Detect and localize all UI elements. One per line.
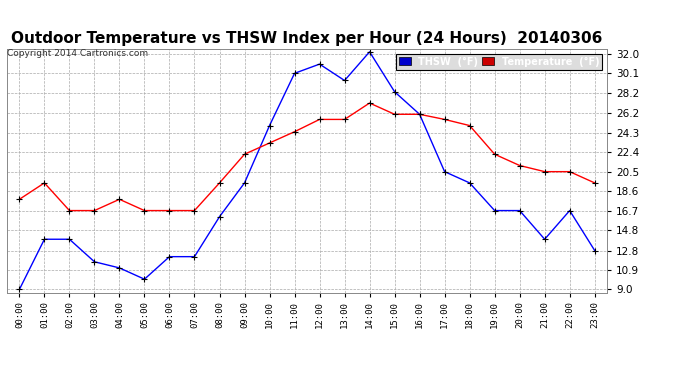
Title: Outdoor Temperature vs THSW Index per Hour (24 Hours)  20140306: Outdoor Temperature vs THSW Index per Ho… [11, 31, 603, 46]
Legend: THSW  (°F), Temperature  (°F): THSW (°F), Temperature (°F) [396, 54, 602, 69]
Text: Copyright 2014 Cartronics.com: Copyright 2014 Cartronics.com [7, 49, 148, 58]
